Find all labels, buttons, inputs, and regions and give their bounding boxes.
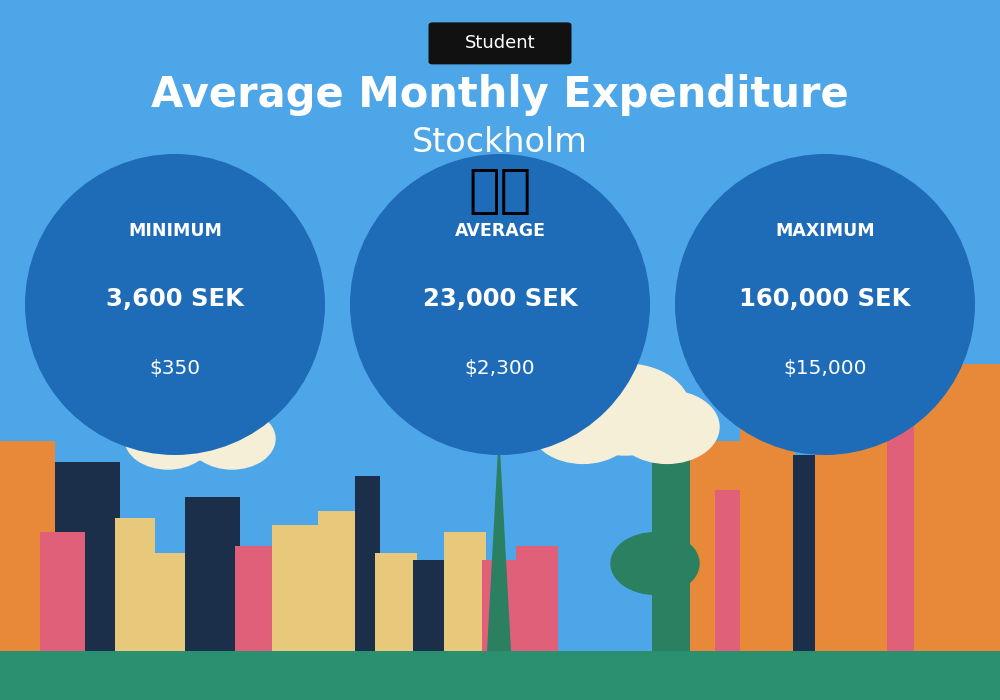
Bar [0,651,1000,700]
Bar [40,532,85,651]
Text: Stockholm: Stockholm [412,125,588,159]
Text: MAXIMUM: MAXIMUM [775,222,875,240]
Text: MINIMUM: MINIMUM [128,222,222,240]
FancyBboxPatch shape [428,22,572,64]
Bar [740,392,795,651]
Ellipse shape [25,154,325,455]
Bar [652,455,692,651]
Bar [444,532,486,651]
Text: $2,300: $2,300 [465,359,535,379]
Bar [235,546,277,651]
Bar [815,357,890,651]
Bar [150,553,188,651]
Bar [272,525,322,651]
Text: 🇸🇪: 🇸🇪 [468,165,532,217]
Text: Student: Student [465,34,535,52]
Text: Average Monthly Expenditure: Average Monthly Expenditure [151,74,849,116]
Bar [55,462,120,651]
Text: $350: $350 [149,359,201,379]
Circle shape [531,391,635,463]
Text: 23,000 SEK: 23,000 SEK [423,287,577,311]
Bar [482,560,520,651]
Circle shape [611,533,699,594]
Text: 160,000 SEK: 160,000 SEK [739,287,911,311]
Bar [115,518,155,651]
Bar [715,490,743,651]
Bar [413,560,448,651]
Polygon shape [487,430,511,651]
Circle shape [560,364,690,455]
Bar [355,476,380,651]
Bar [185,497,240,651]
Circle shape [189,409,275,469]
Bar [0,441,55,651]
Text: AVERAGE: AVERAGE [454,222,546,240]
Bar [516,546,558,651]
Bar [793,455,818,651]
Bar [914,364,1000,651]
Circle shape [615,391,719,463]
Bar [318,511,358,651]
Ellipse shape [675,154,975,455]
Text: $15,000: $15,000 [783,359,867,379]
Circle shape [125,409,211,469]
Circle shape [148,387,252,460]
Bar [690,441,745,651]
Ellipse shape [350,154,650,455]
Bar [887,385,917,651]
Bar [375,553,417,651]
Text: 3,600 SEK: 3,600 SEK [106,287,244,311]
